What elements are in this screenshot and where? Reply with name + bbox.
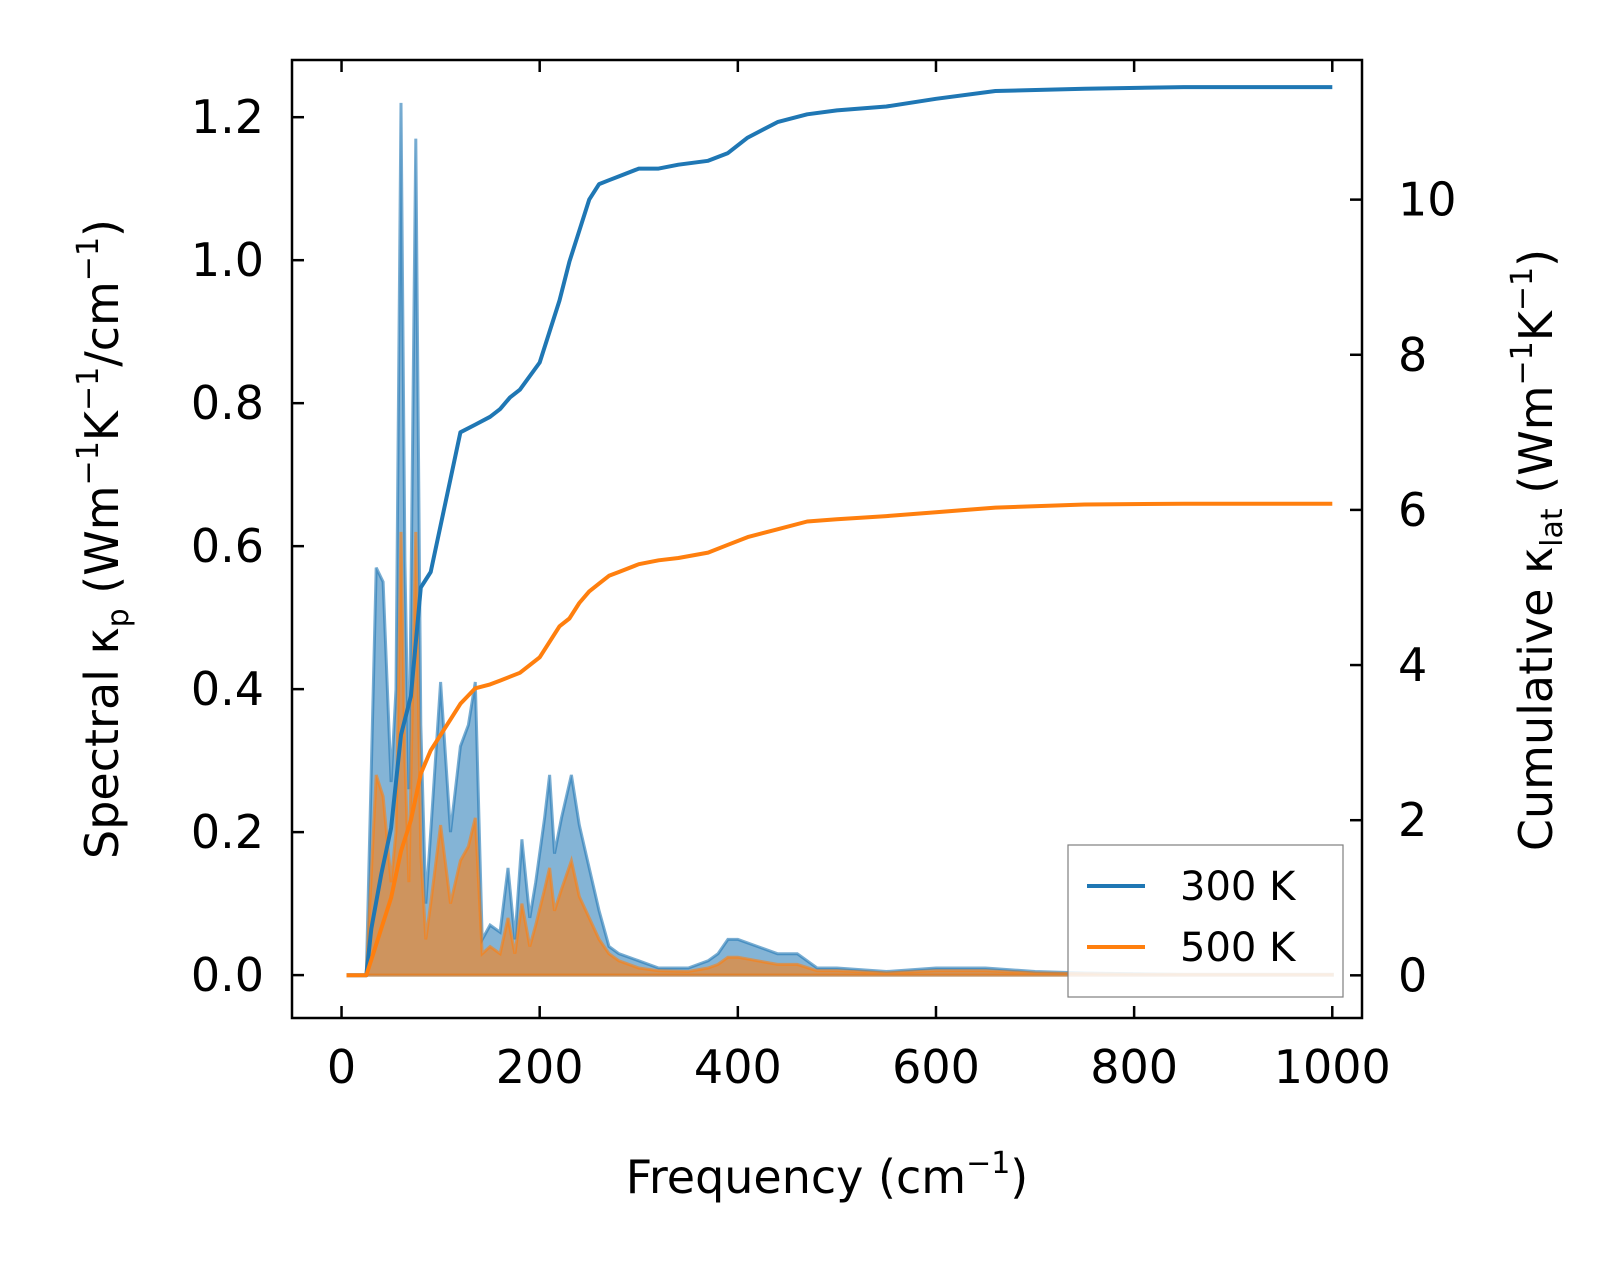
right-y-tick-label: 8 [1398, 328, 1427, 382]
right-y-tick-label: 4 [1398, 638, 1427, 692]
right-y-tick-label: 0 [1398, 948, 1427, 1002]
cumulative-line-500k [346, 501, 1333, 978]
left-y-tick-label: 0.2 [191, 805, 264, 859]
right-y-tick-label: 10 [1398, 173, 1457, 227]
left-y-axis-ticks: 0.0 0.2 0.4 0.6 0.8 1.0 1.2 [191, 90, 304, 1002]
left-y-tick-label: 0.6 [191, 519, 264, 573]
legend-label-500k: 500 K [1180, 925, 1297, 971]
right-y-axis-label: Cumulative κlat (Wm−1K−1) [1505, 249, 1570, 851]
spectral-area-500k [346, 531, 1334, 977]
x-tick-label: 400 [694, 1040, 782, 1094]
left-y-tick-label: 1.0 [191, 233, 264, 287]
left-y-tick-label: 0.4 [191, 662, 264, 716]
right-y-tick-label: 6 [1398, 483, 1427, 537]
spectral-fills [346, 102, 1334, 977]
legend-label-300k: 300 K [1180, 864, 1297, 910]
right-y-tick-label: 2 [1398, 793, 1427, 847]
x-tick-label: 1000 [1274, 1040, 1391, 1094]
x-tick-label: 0 [327, 1040, 356, 1094]
cumulative-line-300k [346, 85, 1333, 978]
left-y-axis-label: Spectral κp (Wm−1K−1/cm−1) [71, 219, 136, 859]
x-tick-label: 200 [496, 1040, 584, 1094]
x-axis-ticks: 0 200 400 600 800 1000 [327, 60, 1391, 1094]
x-axis-label: Frequency (cm−1) [626, 1146, 1029, 1204]
legend: 300 K 500 K [1067, 844, 1344, 998]
x-tick-label: 600 [892, 1040, 980, 1094]
left-y-tick-label: 0.8 [191, 376, 264, 430]
legend-box [1067, 844, 1344, 998]
left-y-tick-label: 1.2 [191, 90, 264, 144]
x-tick-label: 800 [1090, 1040, 1178, 1094]
right-y-axis-ticks: 0 2 4 6 8 10 [1350, 173, 1457, 1002]
plot-frame [290, 58, 1364, 1020]
left-y-tick-label: 0.0 [191, 948, 264, 1002]
cumulative-lines [346, 85, 1333, 978]
